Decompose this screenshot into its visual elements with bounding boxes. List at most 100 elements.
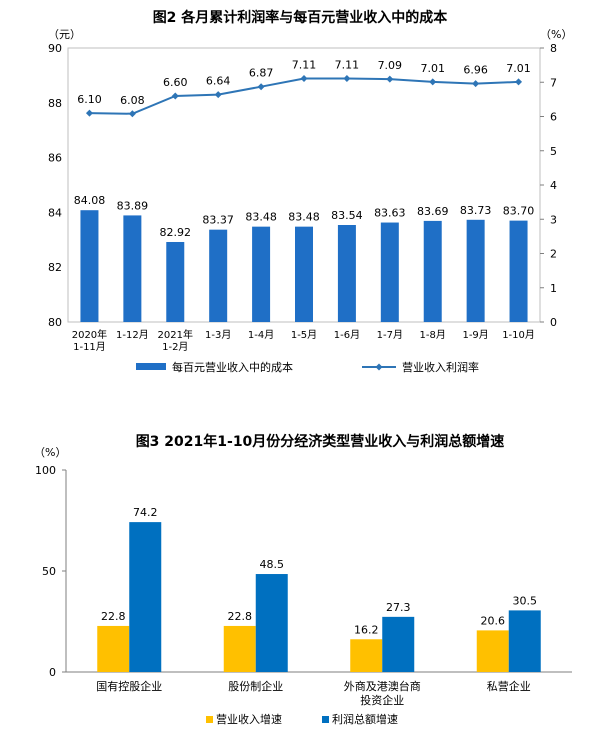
- chart-2-bar-data-label: 83.73: [460, 204, 492, 217]
- chart-2-bar: [252, 226, 271, 322]
- chart-3-bar: [382, 616, 415, 672]
- chart-2-bar: [80, 210, 99, 322]
- chart-2-line-data-label: 6.64: [206, 75, 231, 88]
- chart-2-bar-data-label: 83.54: [331, 209, 363, 222]
- chart-2-legend-bar-label: 每百元营业收入中的成本: [172, 360, 293, 374]
- chart-2-line-point: [386, 75, 394, 83]
- chart-2-line-point: [257, 83, 265, 91]
- chart-2-bar-data-label: 83.48: [245, 211, 277, 224]
- chart-3-title: 图3 2021年1-10月份分经济类型营业收入与利润总额增速: [136, 433, 505, 450]
- chart-2-right-tick-label: 4: [550, 179, 557, 192]
- chart-2-line-series: [89, 77, 519, 115]
- chart-3-y-tick-label: 50: [42, 565, 56, 578]
- chart-2-bar-data-label: 83.69: [417, 205, 449, 218]
- chart-3-bar-data-label: 48.5: [260, 558, 285, 571]
- chart-3-x-tick-label: 投资企业: [360, 693, 404, 707]
- chart-2-line-point: [343, 74, 351, 82]
- chart-2-left-tick-label: 84: [48, 206, 62, 219]
- chart-2-left-tick-label: 90: [48, 42, 62, 55]
- chart-3-x-tick-label: 股份制企业: [228, 679, 283, 693]
- chart-3-bar-data-label: 30.5: [513, 594, 538, 607]
- chart-3-bar-data-label: 74.2: [133, 506, 158, 519]
- chart-2-x-tick-label: 1-7月: [377, 329, 403, 341]
- chart-2-legend-line-label: 营业收入利润率: [402, 360, 479, 374]
- chart-2-line-data-label: 7.11: [292, 58, 317, 71]
- chart-3-bar-data-label: 22.8: [228, 610, 253, 623]
- chart-2-x-tick-label: 1-12月: [116, 329, 149, 341]
- chart-2-bar: [166, 241, 185, 322]
- chart-2-legend-line-marker: [375, 363, 383, 371]
- chart-2-x-tick-label: 1-10月: [502, 329, 535, 341]
- chart-2-title: 图2 各月累计利润率与每百元营业收入中的成本: [153, 9, 449, 26]
- chart-2-line-point: [515, 78, 523, 86]
- chart-2-right-tick-label: 7: [550, 76, 557, 89]
- chart-2-x-tick-label: 1-9月: [462, 329, 488, 341]
- chart-3-x-tick-label: 外商及港澳台商: [344, 679, 421, 693]
- chart-2-x-tick-label: 1-4月: [248, 329, 274, 341]
- chart-2-line-data-label: 6.87: [249, 67, 274, 80]
- chart-2-bar: [466, 219, 485, 322]
- chart-2-line-point: [472, 80, 480, 88]
- chart-3-x-tick-label: 国有控股企业: [96, 679, 162, 693]
- chart-2-x-tick-label: 1-11月: [73, 341, 106, 353]
- chart-2-left-tick-label: 82: [48, 261, 62, 274]
- chart-3-bar: [223, 625, 256, 672]
- chart-3-legend-swatch-profit: [322, 716, 329, 723]
- chart-3-legend-label-profit: 利润总额增速: [332, 712, 398, 726]
- chart-2-line-data-label: 6.96: [463, 64, 488, 77]
- chart-2-bar: [423, 220, 442, 322]
- chart-2-right-unit: （%）: [540, 28, 572, 41]
- chart-2-bar: [123, 215, 142, 322]
- chart-2-bar: [295, 226, 313, 322]
- chart-2-line-data-label: 7.01: [420, 62, 445, 75]
- chart-2-x-tick-label: 1-3月: [205, 329, 231, 341]
- chart-3-bar-data-label: 27.3: [386, 601, 411, 614]
- chart-3-legend-swatch-revenue: [206, 716, 213, 723]
- chart-2-x-tick-label: 1-5月: [291, 329, 317, 341]
- chart-3-bar: [476, 630, 509, 672]
- chart-2-left-tick-label: 86: [48, 152, 62, 165]
- chart-2-bar: [509, 220, 528, 322]
- chart-2-line-data-label: 7.01: [506, 62, 531, 75]
- chart-2-bar: [337, 225, 356, 322]
- chart-2-left-unit: （元）: [48, 28, 81, 41]
- chart-2-line-point: [300, 74, 308, 82]
- chart-2-x-tick-label: 2020年: [72, 328, 107, 341]
- chart-2-legend-bar-swatch: [136, 363, 166, 370]
- chart-3-y-tick-label: 0: [49, 666, 56, 679]
- chart-2-line-point: [429, 78, 437, 86]
- chart-2-bar-data-label: 84.08: [74, 194, 106, 207]
- chart-2-bar-data-label: 83.89: [117, 199, 149, 212]
- chart-3-container: 图3 2021年1-10月份分经济类型营业收入与利润总额增速 （%） 0 50 10…: [0, 392, 600, 746]
- chart-2-x-tick-label: 1-2月: [162, 341, 188, 353]
- chart-2-bar: [209, 229, 228, 322]
- chart-2-right-tick-label: 5: [550, 145, 557, 158]
- chart-2-right-tick-label: 0: [550, 316, 557, 329]
- chart-2-x-tick-label: 2021年: [158, 328, 193, 341]
- chart-2-right-tick-label: 3: [550, 213, 557, 226]
- chart-3-bar: [255, 574, 288, 672]
- chart-3-bar: [350, 639, 383, 672]
- chart-3-bar-data-label: 20.6: [481, 614, 506, 627]
- chart-2-line-data-label: 6.08: [120, 94, 145, 107]
- chart-2-bar-data-label: 82.92: [160, 226, 192, 239]
- chart-2-line-point: [171, 92, 179, 100]
- chart-3-legend-label-revenue: 营业收入增速: [216, 712, 282, 726]
- chart-2-bar-data-label: 83.63: [374, 207, 406, 220]
- chart-2-line-data-label: 7.09: [378, 59, 403, 72]
- chart-2-right-tick-label: 6: [550, 111, 557, 124]
- chart-2-left-tick-label: 80: [48, 316, 62, 329]
- chart-2-line-point: [85, 109, 93, 117]
- chart-3-bar-data-label: 22.8: [101, 610, 126, 623]
- chart-2-bar: [380, 222, 399, 322]
- chart-3-x-tick-label: 私营企业: [487, 679, 531, 693]
- chart-2-right-tick-label: 2: [550, 248, 557, 261]
- chart-2-line-data-label: 6.10: [77, 93, 102, 106]
- chart-3-y-unit: （%）: [34, 446, 66, 459]
- chart-3-bar: [508, 610, 541, 672]
- chart-3-bar-data-label: 16.2: [354, 623, 379, 636]
- chart-3-y-tick-label: 100: [35, 464, 56, 477]
- chart-2-right-tick-label: 8: [550, 42, 557, 55]
- chart-2-x-tick-label: 1-6月: [334, 329, 360, 341]
- chart-2-x-tick-label: 1-8月: [420, 329, 446, 341]
